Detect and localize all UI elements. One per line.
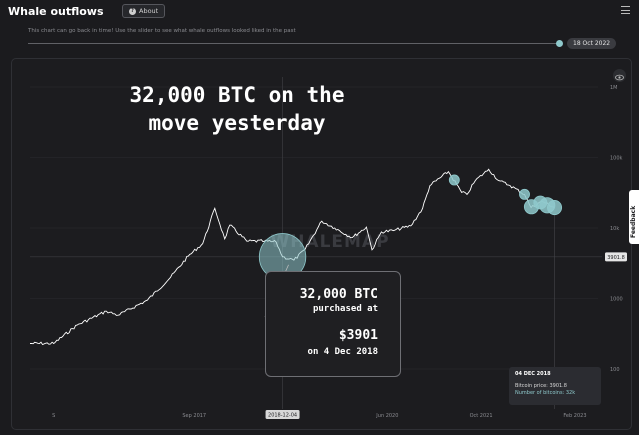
callout-purchased: purchased at: [312, 304, 378, 314]
whale-bubble: [547, 200, 563, 216]
headline-annotation: 32,000 BTC on the move yesterday: [122, 81, 352, 137]
info-icon: ?: [129, 7, 136, 15]
x-tick-label: Feb 2023: [563, 413, 586, 419]
app-header: Whale outflows ? About: [0, 0, 639, 24]
whale-bubble: [519, 188, 530, 200]
x-tick-label: Jun 2020: [375, 413, 398, 419]
chart-panel: 1M 100k 10k 1000 100 S Sep 2017 Jun 2020 Oct 202…: [11, 58, 632, 430]
x-tick-label: S: [52, 413, 55, 419]
cursor-date-tag: [265, 410, 300, 419]
feedback-tab[interactable]: Feedback: [629, 190, 639, 244]
hamburger-menu-icon[interactable]: [621, 6, 630, 14]
y-tick-label: 100: [610, 367, 620, 373]
whale-bubble: [448, 174, 460, 186]
headline-line-1: 32,000 BTC on the: [129, 83, 345, 107]
cursor-date-label: 2018-12-04: [268, 413, 297, 419]
page-title: Whale outflows: [8, 5, 104, 18]
tooltip-date: 04 DEC 2018: [515, 371, 551, 377]
tooltip-price: Bitcoin price: 3901.8: [515, 383, 567, 389]
x-tick-label: Sep 2017: [182, 413, 206, 419]
hover-tooltip: 04 DEC 2018 Bitcoin price: 3901.8 Number…: [509, 367, 601, 405]
cursor-price-tag: [605, 252, 627, 262]
whale-outflows-chart[interactable]: 1M 100k 10k 1000 100 S Sep 2017 Jun 2020 Oct 202…: [12, 59, 632, 430]
time-slider-track[interactable]: [28, 43, 560, 44]
time-slider-thumb[interactable]: [556, 40, 563, 47]
about-button[interactable]: ? About: [122, 4, 166, 18]
callout-amount: 32,000 BTC: [299, 287, 378, 302]
feedback-label: Feedback: [630, 205, 637, 238]
tooltip-bitcoins: Number of bitcoins: 32k: [515, 390, 576, 396]
y-tick-label: 1M: [610, 85, 618, 91]
purchase-callout: 32,000 BTC purchased at $3901 on 4 Dec 2…: [265, 271, 401, 377]
about-button-label: About: [139, 7, 159, 15]
cursor-price-label: 3901.8: [607, 255, 625, 261]
headline-line-2: move yesterday: [148, 111, 326, 135]
eye-icon[interactable]: [613, 69, 626, 82]
slider-date-label: 18 Oct 2022: [567, 38, 617, 49]
callout-price: $3901: [338, 328, 378, 343]
x-tick-label: Oct 2021: [470, 413, 493, 419]
y-tick-label: 1000: [610, 297, 623, 303]
callout-date: on 4 Dec 2018: [307, 347, 378, 357]
y-tick-label: 100k: [610, 156, 623, 162]
y-tick-label: 10k: [610, 226, 619, 232]
slider-description: This chart can go back in time! Use the …: [28, 28, 296, 34]
